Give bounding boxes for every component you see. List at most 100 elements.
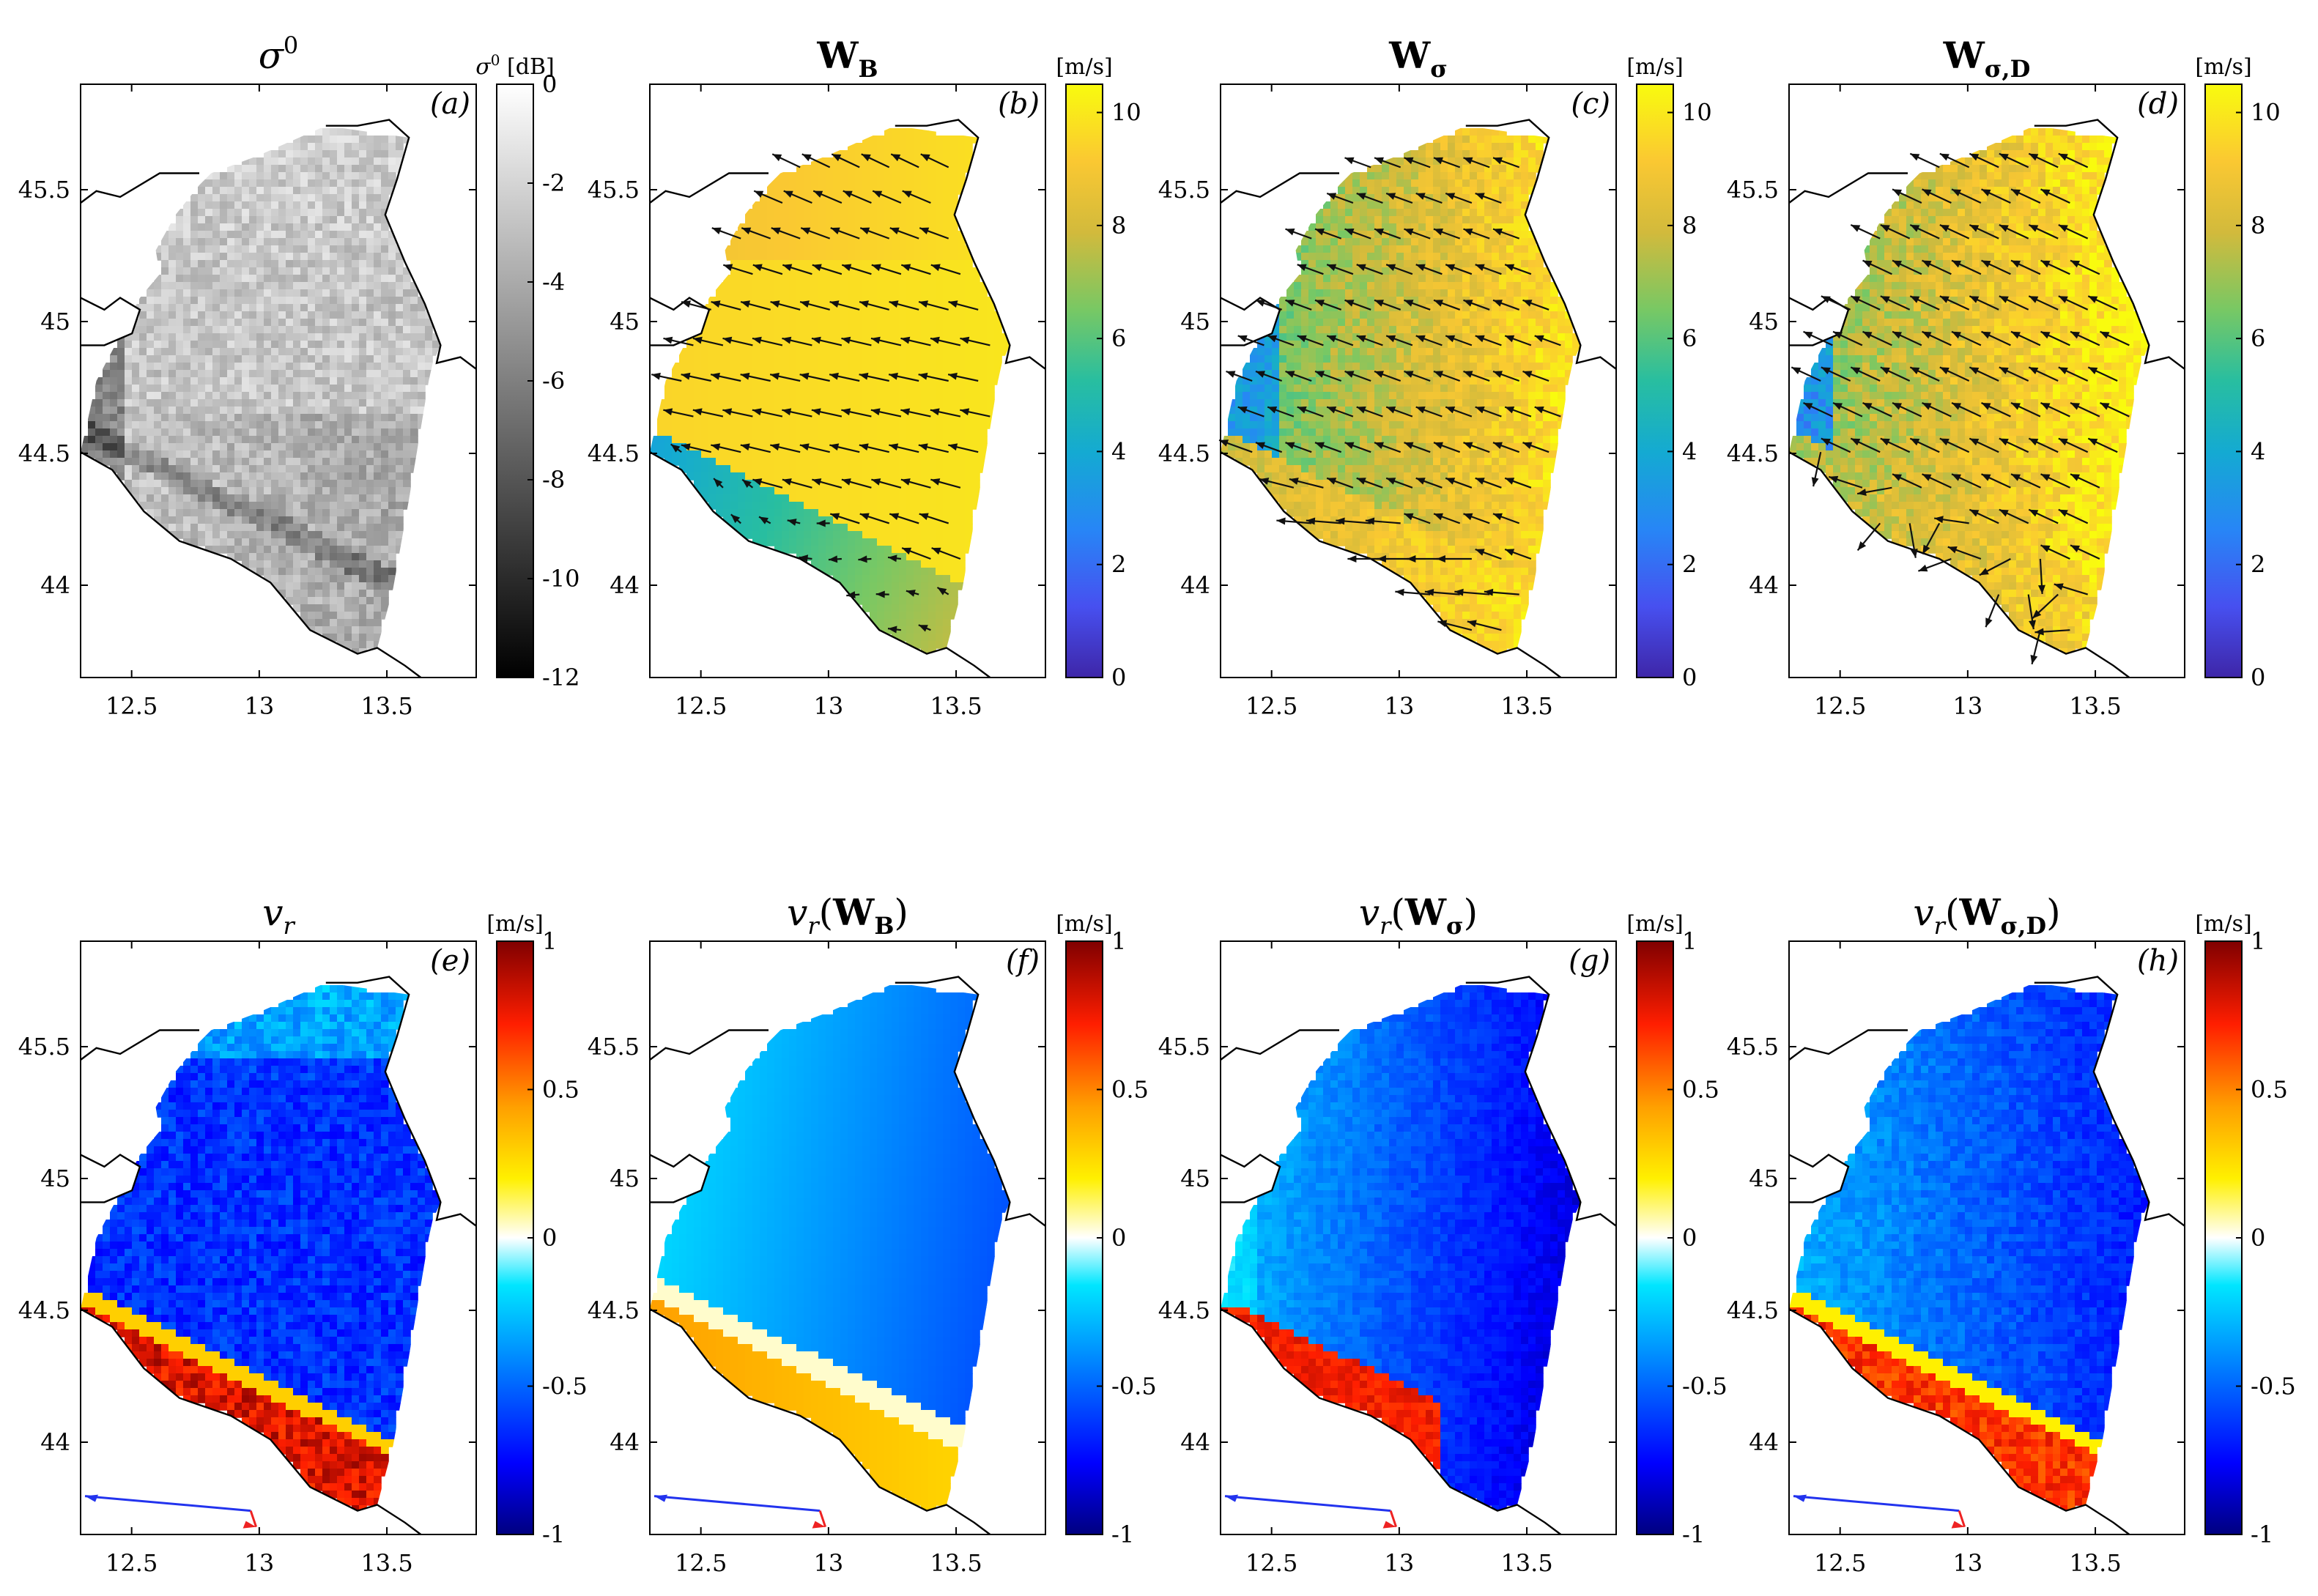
panel-title: Wσ — [1388, 34, 1448, 83]
x-tick-label: 12.5 — [675, 692, 727, 720]
colorbar-tick-label: 6 — [2251, 324, 2265, 352]
y-tick-label: 45.5 — [1158, 1033, 1210, 1061]
colorbar-tick-label: 8 — [2251, 212, 2265, 240]
panel-c: 12.5 13 13.545.54544.544(c)Wσ1086420[m/s] — [1158, 34, 1712, 720]
x-tick-label: 13 — [1385, 1549, 1415, 1577]
y-tick-label: 44.5 — [1727, 439, 1779, 467]
panel-title: vr(Wσ) — [1359, 891, 1478, 940]
y-tick-label: 45 — [40, 308, 70, 335]
panel-f: 12.5 13 13.545.54544.544(f)vr(WB)10.50-0.5… — [588, 891, 1157, 1577]
panel-letter: (b) — [998, 87, 1040, 121]
panel-letter: (e) — [430, 944, 470, 978]
colorbar-tick-label: -0.5 — [2251, 1373, 2296, 1400]
x-tick-label: 13 — [1953, 1549, 1983, 1577]
y-tick-label: 44 — [610, 1428, 640, 1456]
wind-vector-head — [651, 373, 661, 380]
colorbar-tick-label: 2 — [2251, 551, 2265, 579]
colorbar-tick-label: 4 — [1111, 437, 1126, 465]
x-tick-label: 13.5 — [360, 1549, 412, 1577]
colorbar-tick-label: 4 — [2251, 437, 2265, 465]
y-tick-label: 45.5 — [588, 176, 640, 204]
colorbar-tick-label: 1 — [542, 927, 557, 955]
colorbar-tick-label: -0.5 — [1682, 1373, 1728, 1400]
y-tick-label: 45.5 — [1727, 176, 1779, 204]
y-tick-label: 44.5 — [1158, 1296, 1210, 1324]
y-tick-label: 44 — [610, 571, 640, 599]
panel-letter: (h) — [2137, 944, 2179, 978]
y-tick-label: 44 — [1749, 1428, 1779, 1456]
colorbar-tick-label: 0 — [2251, 664, 2265, 691]
panel-e: 12.5 13 13.545.54544.544(e)vr10.50-0.5-1[m… — [18, 891, 588, 1577]
x-tick-label: 12.5 — [105, 692, 158, 720]
colorbar-tick-label: 1 — [1682, 927, 1697, 955]
colorbar-tick-label: 2 — [1111, 551, 1126, 579]
panel-title: Wσ,D — [1943, 34, 2031, 83]
x-tick-label: 12.5 — [1245, 1549, 1297, 1577]
colorbar-tick-label: -10 — [542, 565, 580, 593]
colorbar-tick-label: 0 — [1682, 664, 1697, 691]
colorbar-unit: [m/s] — [1056, 911, 1112, 937]
colorbar-tick-label: 1 — [1111, 927, 1126, 955]
panel-title: WB — [816, 34, 878, 83]
x-tick-label: 13.5 — [930, 1549, 982, 1577]
colorbar-tick-label: -8 — [542, 466, 565, 494]
colorbar-tick-label: 4 — [1682, 437, 1697, 465]
colorbar-tick-label: -1 — [542, 1521, 565, 1548]
x-tick-label: 12.5 — [1814, 692, 1866, 720]
colorbar — [1066, 84, 1103, 678]
x-tick-label: 13 — [814, 1549, 844, 1577]
x-tick-label: 12.5 — [675, 1549, 727, 1577]
x-tick-label: 13.5 — [930, 692, 982, 720]
colorbar-tick-label: 6 — [1111, 324, 1126, 352]
colorbar-tick-label: 0 — [542, 1224, 557, 1252]
x-tick-label: 13.5 — [360, 692, 412, 720]
x-tick-label: 13 — [245, 692, 275, 720]
x-tick-label: 12.5 — [1814, 1549, 1866, 1577]
colorbar-tick-label: 8 — [1111, 212, 1126, 240]
colorbar-tick-label: -1 — [1682, 1521, 1705, 1548]
colorbar-tick-label: 0.5 — [2251, 1076, 2288, 1104]
y-tick-label: 44.5 — [18, 439, 70, 467]
wind-vector-head — [1285, 229, 1295, 235]
colorbar-unit: σ0 [dB] — [475, 51, 554, 80]
colorbar-tick-label: 8 — [1682, 212, 1697, 240]
colorbar-tick-label: 0.5 — [542, 1076, 580, 1104]
colorbar-tick-label: 0.5 — [1111, 1076, 1149, 1104]
y-tick-label: 45.5 — [1158, 176, 1210, 204]
colorbar-unit: [m/s] — [486, 911, 543, 937]
x-tick-label: 13.5 — [1500, 692, 1552, 720]
panel-b: 12.5 13 13.545.54544.544(b)WB1086420[m/s] — [588, 34, 1141, 720]
panel-letter: (g) — [1569, 944, 1610, 978]
y-tick-label: 45 — [1180, 1165, 1210, 1192]
y-tick-label: 45 — [40, 1165, 70, 1192]
colorbar — [1637, 84, 1673, 678]
y-tick-label: 44 — [1749, 571, 1779, 599]
colorbar-unit: [m/s] — [2195, 54, 2251, 80]
panel-letter: (c) — [1571, 87, 1610, 121]
colorbar-tick-label: -12 — [542, 664, 580, 691]
colorbar-unit: [m/s] — [1056, 54, 1112, 80]
y-tick-label: 45 — [610, 1165, 640, 1192]
colorbar-tick-label: 0.5 — [1682, 1076, 1719, 1104]
y-tick-label: 45 — [1180, 308, 1210, 335]
colorbar-tick-label: 10 — [1111, 99, 1141, 127]
colorbar-tick-label: 2 — [1682, 551, 1697, 579]
colorbar-tick-label: -2 — [542, 169, 565, 197]
x-tick-label: 13.5 — [2069, 1549, 2121, 1577]
x-tick-label: 13 — [245, 1549, 275, 1577]
y-tick-label: 45 — [1749, 308, 1779, 335]
colorbar — [2205, 84, 2242, 678]
y-tick-label: 44.5 — [1158, 439, 1210, 467]
colorbar-tick-label: -4 — [542, 268, 565, 296]
panel-g: 12.5 13 13.545.54544.544(g)vr(Wσ)10.50-0.5… — [1158, 891, 1728, 1577]
colorbar-unit: [m/s] — [1626, 911, 1683, 937]
panel-title: σ0 — [259, 31, 299, 77]
panel-a: 12.5 13 13.545.54544.544(a)σ00-2-4-6-8-10-… — [18, 31, 580, 720]
x-tick-label: 13.5 — [2069, 692, 2121, 720]
colorbar-tick-label: -0.5 — [1111, 1373, 1157, 1400]
figure-canvas: 12.5 13 13.545.54544.544(a)σ00-2-4-6-8-10-… — [0, 0, 2318, 1596]
y-tick-label: 44 — [40, 571, 70, 599]
y-tick-label: 44 — [1180, 571, 1210, 599]
y-tick-label: 45.5 — [18, 176, 70, 204]
colorbar-tick-label: 0 — [2251, 1224, 2265, 1252]
